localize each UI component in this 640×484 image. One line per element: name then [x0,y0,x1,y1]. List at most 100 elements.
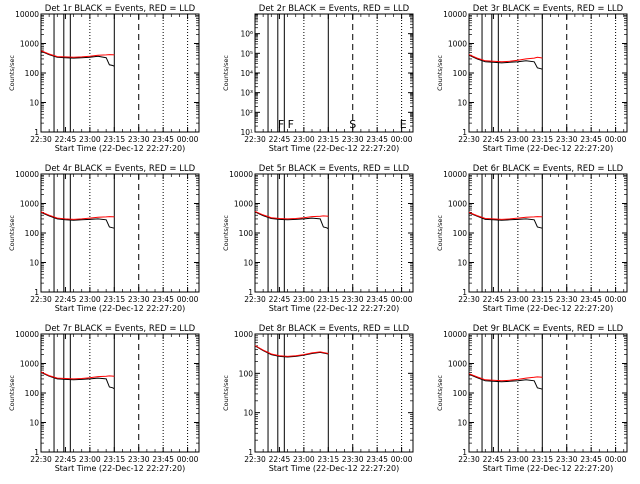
x-tick-label: 23:30 [342,455,364,464]
x-tick-label: 23:15 [317,295,339,304]
x-tick-label: 23:15 [317,135,339,144]
y-tick-label: 100 [453,229,468,238]
marker-label: F [288,118,294,131]
y-tick-label: 1000 [448,360,467,369]
x-tick-label: 23:30 [556,295,578,304]
events-series-line [468,212,543,229]
x-tick-label: 22:45 [483,295,505,304]
plot-frame [468,333,628,453]
x-tick-label: 22:30 [30,455,52,464]
y-tick-label: 1000 [20,360,39,369]
x-tick-label: 22:30 [30,135,52,144]
plot-frame [468,173,628,293]
detector-plot-8: Det 8r BLACK = Events, RED = LLD 1 10 100 10… [222,324,414,473]
x-tick-label: 22:30 [458,295,480,304]
x-tick-label: 22:30 [30,295,52,304]
y-tick-label: 1 [248,288,253,297]
y-tick-label: 10000 [15,170,39,179]
x-axis-label: Start Time (22-Dec-12 22:27:20) [269,144,400,153]
y-tick-label: 10⁴ [240,69,253,78]
detector-plot-9: Det 9r BLACK = Events, RED = LLD 1 10 100 10… [436,324,628,473]
y-tick-label: 100 [25,229,40,238]
x-axis-label: Start Time (22-Dec-12 22:27:20) [269,304,400,313]
y-tick-label: 1000 [234,330,253,339]
y-tick-label: 10000 [443,10,467,19]
x-tick-label: 23:30 [342,135,364,144]
x-tick-label: 00:00 [177,455,199,464]
x-tick-label: 23:00 [293,135,315,144]
plot-frame [468,13,628,133]
detector-plot-7: Det 7r BLACK = Events, RED = LLD 1 10 100 10… [8,324,200,473]
y-tick-label: 10⁶ [240,30,253,39]
x-tick-label: 00:00 [391,295,413,304]
x-tick-label: 23:00 [507,455,529,464]
y-tick-label: 10000 [229,170,253,179]
marker-label: E [400,118,407,131]
x-tick-label: 22:30 [244,135,266,144]
x-tick-label: 00:00 [605,135,627,144]
plot-frame [40,13,200,133]
x-tick-label: 23:00 [79,295,101,304]
x-axis-label: Start Time (22-Dec-12 22:27:20) [55,304,186,313]
x-tick-label: 23:45 [366,295,388,304]
lld-series-line [40,371,115,380]
y-axis-label: Counts/sec [8,55,16,91]
plot-title: Det 5r BLACK = Events, RED = LLD [259,164,410,174]
y-tick-label: 10 [243,409,253,418]
events-series-line [40,50,115,67]
y-axis-label: Counts/sec [436,55,444,91]
x-tick-label: 23:45 [152,135,174,144]
x-axis-label: Start Time (22-Dec-12 22:27:20) [483,144,614,153]
y-tick-label: 1 [34,288,39,297]
events-series-line [254,211,329,230]
y-axis-label: Counts/sec [222,55,230,91]
x-tick-label: 00:00 [605,455,627,464]
x-tick-label: 00:00 [177,135,199,144]
lld-series-line [254,210,329,220]
y-tick-label: 1 [462,288,467,297]
lld-series-line [254,345,329,357]
y-tick-label: 10000 [15,330,39,339]
lld-series-line [468,54,543,63]
plot-title: Det 4r BLACK = Events, RED = LLD [45,164,196,174]
x-tick-label: 23:45 [152,295,174,304]
x-tick-label: 00:00 [177,295,199,304]
y-axis-label: Counts/sec [222,375,230,411]
y-tick-label: 10² [240,108,253,117]
y-axis-label: Counts/sec [8,375,16,411]
x-tick-label: 00:00 [391,455,413,464]
x-tick-label: 00:00 [605,295,627,304]
x-tick-label: 22:30 [244,295,266,304]
y-tick-label: 1000 [20,40,39,49]
detector-plot-4: Det 4r BLACK = Events, RED = LLD 1 10 100 10… [8,164,200,313]
x-axis-label: Start Time (22-Dec-12 22:27:20) [55,464,186,473]
plot-title: Det 3r BLACK = Events, RED = LLD [473,4,624,14]
x-tick-label: 22:45 [483,455,505,464]
plot-title: Det 8r BLACK = Events, RED = LLD [259,324,410,334]
x-tick-label: 23:45 [366,455,388,464]
y-tick-label: 10¹ [240,128,253,137]
y-tick-label: 1 [34,128,39,137]
plot-title: Det 7r BLACK = Events, RED = LLD [45,324,196,334]
y-tick-label: 1000 [20,200,39,209]
x-tick-label: 23:45 [366,135,388,144]
y-tick-label: 1000 [448,200,467,209]
x-tick-label: 23:15 [103,295,125,304]
events-series-line [468,373,543,390]
detector-plot-6: Det 6r BLACK = Events, RED = LLD 1 10 100 10… [436,164,628,313]
y-tick-label: 10⁵ [240,49,253,58]
x-tick-label: 23:00 [79,455,101,464]
x-tick-label: 23:15 [103,455,125,464]
plot-title: Det 9r BLACK = Events, RED = LLD [473,324,624,334]
x-tick-label: 23:00 [293,295,315,304]
plot-frame [40,173,200,293]
marker-label: S [349,118,356,131]
x-tick-label: 22:45 [55,455,77,464]
x-axis-label: Start Time (22-Dec-12 22:27:20) [483,464,614,473]
y-tick-label: 1 [248,448,253,457]
lld-series-line [40,211,115,220]
y-tick-label: 1 [462,448,467,457]
x-tick-label: 23:30 [556,135,578,144]
y-tick-label: 100 [239,229,254,238]
